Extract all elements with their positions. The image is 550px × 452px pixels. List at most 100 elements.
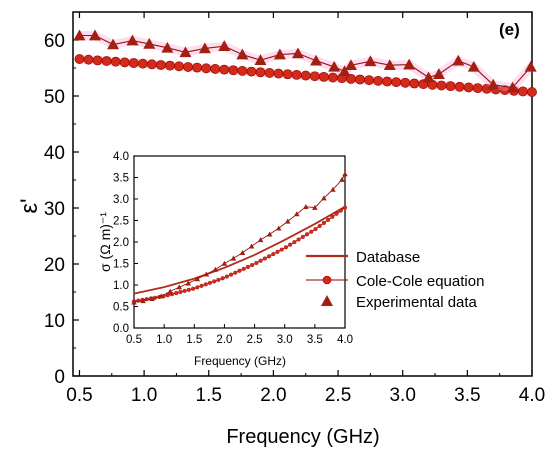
- legend-label-colecole: Cole-Cole equation: [356, 273, 484, 290]
- main-colecole-point: [183, 62, 193, 72]
- inset-y-tick-label: 3.5: [113, 173, 129, 185]
- inset-colecole-point: [342, 205, 348, 210]
- main-colecole-point: [445, 81, 456, 92]
- main-colecole-point: [210, 64, 221, 74]
- inset-colecole-point: [262, 256, 267, 261]
- main-colecole-point: [110, 56, 121, 67]
- inset-colecole-point: [330, 214, 335, 219]
- inset-experimental-point: [140, 298, 146, 304]
- inset-colecole-point: [250, 262, 255, 268]
- main-colecole-point: [228, 65, 239, 76]
- inset-x-tick-label: 2.5: [247, 334, 263, 346]
- inset-y-tick-label: 3.0: [113, 194, 129, 206]
- main-y-tick-label: 30: [44, 199, 65, 220]
- inset-colecole-point: [326, 217, 331, 222]
- main-experimental-point: [236, 48, 249, 60]
- main-series: [73, 29, 537, 97]
- main-experimental-point: [383, 59, 396, 70]
- main-colecole-point: [355, 74, 365, 85]
- inset-y-axis-title: σ (Ω m)⁻¹: [97, 212, 113, 272]
- inset-colecole-point: [212, 279, 217, 284]
- main-colecole-point: [137, 58, 148, 69]
- inset-y-tick-label: 4.0: [113, 151, 129, 163]
- main-y-tick-label: 50: [44, 87, 65, 108]
- inset-colecole-point: [254, 260, 259, 266]
- main-colecole-point: [92, 55, 103, 66]
- main-experimental-point: [218, 40, 231, 51]
- inset-experimental-point: [275, 225, 282, 231]
- inset-experimental-point: [176, 284, 183, 290]
- inset-series: [131, 171, 348, 305]
- inset-experimental-point: [149, 295, 155, 301]
- main-colecole-point: [327, 72, 338, 83]
- inset-experimental-point: [167, 288, 173, 294]
- main-colecole-point: [128, 58, 139, 68]
- main-colecole-point: [318, 71, 329, 82]
- legend-swatch-experimental: [321, 295, 333, 306]
- main-y-tick-label: 60: [44, 31, 65, 52]
- inset-colecole-point: [279, 247, 284, 252]
- inset-experimental-point: [230, 255, 237, 261]
- inset-experimental-point: [221, 260, 228, 266]
- inset-experimental-point: [131, 299, 137, 305]
- main-plot: 0.5 1.0 1.5 2.0 2.5 3.0 3.5 4.0 0 10 20 30 40 50 60 (…: [16, 11, 545, 448]
- inset-experimental-point: [284, 218, 291, 224]
- inset-y-tick-label: 1.0: [113, 280, 129, 292]
- main-colecole-point: [472, 83, 483, 94]
- inset-x-tick-label: 2.0: [216, 334, 232, 346]
- main-x-axis-title: Frequency (GHz): [226, 426, 379, 448]
- inset-y-tick-label: 1.5: [113, 259, 129, 271]
- inset-colecole-point: [288, 242, 293, 247]
- main-colecole-point: [101, 56, 112, 66]
- inset-colecole-point: [241, 266, 246, 271]
- main-colecole-point: [192, 62, 203, 73]
- main-colecole-point: [174, 61, 184, 72]
- inset-experimental-point: [321, 195, 327, 201]
- inset-x-axis-title: Frequency (GHz): [194, 354, 286, 368]
- inset-experimental-point: [339, 176, 345, 182]
- inset-experimental-point: [330, 186, 336, 192]
- inset-colecole-point: [199, 283, 204, 288]
- inset-colecole-point: [195, 285, 200, 290]
- main-y-ticks: 0 10 20 30 40 50 60: [44, 31, 79, 388]
- inset-colecole-point: [174, 291, 179, 296]
- main-x-tick-label: 3.0: [389, 385, 415, 406]
- main-colecole-point: [237, 66, 248, 76]
- inset-y-tick-label: 2.5: [113, 216, 129, 228]
- inset-experimental-point: [212, 266, 219, 272]
- legend-label-experimental: Experimental data: [356, 294, 478, 311]
- inset-experimental-point: [158, 293, 164, 299]
- inset-colecole-point: [271, 252, 276, 257]
- main-plot-frame: [72, 11, 533, 377]
- inset-x-tick-label: 3.5: [307, 334, 323, 346]
- main-colecole-point: [201, 63, 212, 74]
- inset-colecole-point: [304, 232, 310, 237]
- main-colecole-point: [436, 80, 447, 91]
- inset-colecole-point: [220, 276, 225, 281]
- main-experimental-point: [88, 29, 101, 41]
- main-experimental-point: [432, 68, 445, 79]
- main-experimental-point: [161, 41, 174, 53]
- main-colecole-point: [74, 54, 85, 64]
- inset-colecole-point: [224, 274, 229, 279]
- main-x-tick-label: 3.5: [454, 385, 480, 406]
- main-colecole-point: [300, 70, 311, 81]
- main-colecole-point: [273, 68, 284, 79]
- main-x-tick-label: 1.5: [196, 385, 222, 406]
- main-experimental-point: [273, 48, 286, 60]
- main-x-tick-label: 2.0: [260, 385, 286, 406]
- legend-label-database: Database: [356, 249, 420, 266]
- inset-colecole-point: [165, 293, 170, 298]
- inset-experimental-point: [266, 231, 273, 237]
- main-colecole-point: [83, 54, 94, 65]
- inset-colecole-point: [334, 211, 339, 216]
- inset-experimental-point: [303, 203, 309, 209]
- main-colecole-point: [219, 64, 230, 75]
- main-colecole-point: [518, 86, 528, 97]
- inset-experimental-point: [239, 249, 246, 255]
- main-experimental-point: [422, 71, 435, 83]
- main-experimental-point: [403, 58, 416, 70]
- inset-colecole-point: [182, 288, 187, 293]
- inset-legend: Database Cole-Cole equation Experimental…: [306, 249, 484, 311]
